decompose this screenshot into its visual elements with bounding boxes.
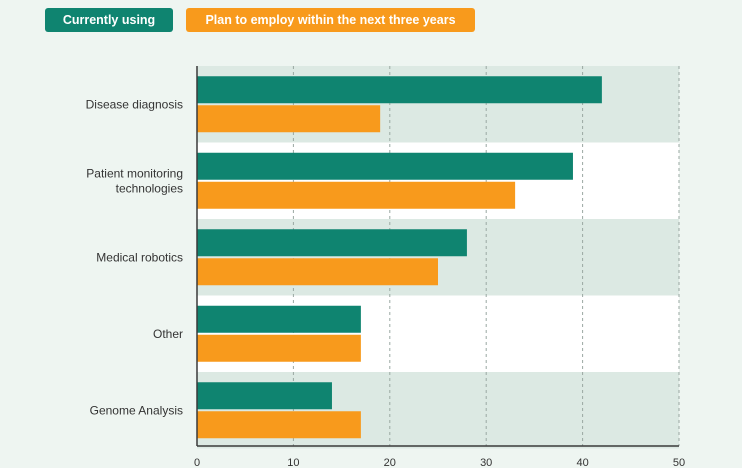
x-tick-label: 20 [384,457,396,468]
category-label: Medical robotics [96,250,183,264]
bar-plan-to-employ [197,411,361,439]
bar-currently-using [197,305,361,333]
x-tick-label: 0 [194,457,200,468]
category-label: Other [153,327,183,341]
x-tick-label: 30 [480,457,492,468]
legend-plan-to-employ: Plan to employ within the next three yea… [186,8,475,32]
bar-currently-using [197,229,467,257]
bar-currently-using [197,152,573,180]
x-tick-label: 10 [287,457,299,468]
category-label: Disease diagnosis [86,97,183,111]
x-tick-label: 50 [673,457,685,468]
bar-plan-to-employ [197,181,516,209]
category-label: Genome Analysis [90,403,183,417]
category-label: Patient monitoring technologies [86,166,183,195]
bar-plan-to-employ [197,334,361,362]
legend-currently-using: Currently using [45,8,173,32]
x-tick-label: 40 [576,457,588,468]
bar-plan-to-employ [197,258,438,286]
bar-currently-using [197,76,602,104]
bar-currently-using [197,382,332,410]
bar-plan-to-employ [197,105,381,133]
